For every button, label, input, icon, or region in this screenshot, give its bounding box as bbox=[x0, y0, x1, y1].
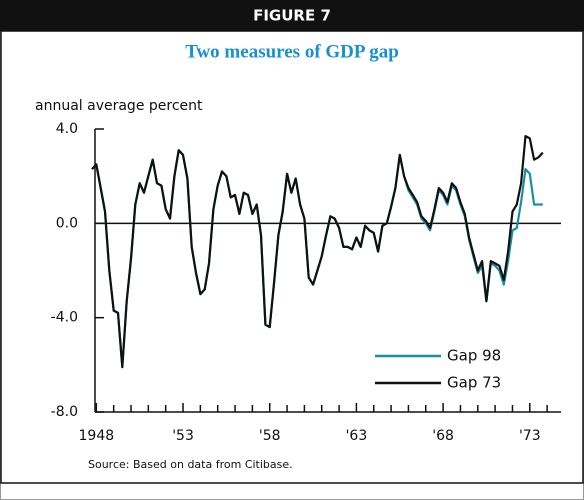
y-tick-label: 4.0 bbox=[56, 121, 78, 137]
legend-label: Gap 73 bbox=[447, 374, 501, 392]
header: FIGURE 7 bbox=[253, 7, 331, 25]
body-box bbox=[0, 30, 584, 484]
series-line bbox=[91, 135, 544, 369]
x-tick-label: '68 bbox=[432, 428, 454, 444]
source-note: Source: Based on data from Citibase. bbox=[88, 458, 293, 471]
x-tick-label: '53 bbox=[172, 428, 194, 444]
header-bar bbox=[0, 0, 584, 31]
y-tick-label: 0.0 bbox=[56, 215, 78, 231]
x-tick-label: '73 bbox=[519, 428, 541, 444]
y-tick-label: -8.0 bbox=[51, 404, 78, 420]
y-tick-label: -4.0 bbox=[51, 310, 78, 326]
chart-title: Two measures of GDP gap bbox=[185, 41, 399, 62]
x-tick-label: 1948 bbox=[79, 428, 115, 444]
x-tick-label: '58 bbox=[259, 428, 281, 444]
legend-label: Gap 98 bbox=[447, 347, 501, 365]
y-axis-label: annual average percent bbox=[35, 98, 203, 114]
x-tick-label: '63 bbox=[346, 428, 368, 444]
